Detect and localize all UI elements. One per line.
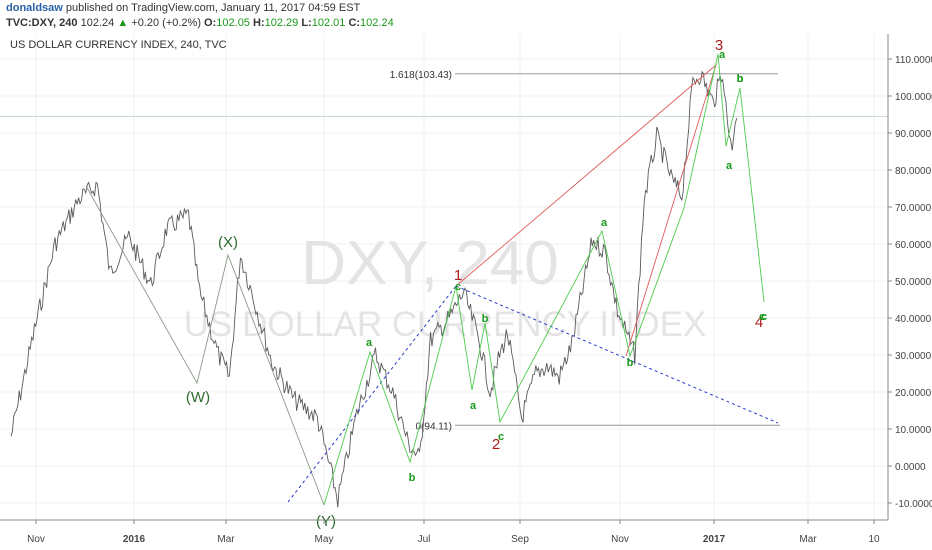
ticker-label: TVC:DXY, 240	[6, 17, 78, 29]
high-label: H:	[253, 17, 265, 29]
wave-label: 3	[715, 37, 723, 54]
price-tick-label: 90.0000	[895, 129, 932, 140]
wave-label: b	[482, 313, 489, 325]
price-chart[interactable]: DXY, 240 US DOLLAR CURRENCY INDEX US DOL…	[0, 34, 932, 550]
price-tick-label: 20.0000	[895, 388, 932, 399]
time-tick-label: Mar	[799, 534, 817, 545]
price-tick-label: 80.0000	[895, 166, 932, 177]
grid	[0, 34, 888, 520]
wave-label: c	[455, 281, 461, 293]
price-tick-label: -10.0000	[895, 499, 932, 510]
price-tick-label: 50.0000	[895, 277, 932, 288]
close-value: 102.24	[360, 17, 394, 29]
chart-header: donaldsaw published on TradingView.com, …	[0, 0, 932, 34]
wave-label: b	[737, 73, 744, 85]
wave-drawings	[85, 53, 779, 506]
fib-level-label: 0(94.11)	[415, 421, 452, 432]
price-tick-label: 110.0000	[895, 55, 932, 66]
wave-label: c	[759, 311, 765, 323]
last-price: 102.24	[80, 17, 115, 29]
wave-label: b	[409, 472, 416, 484]
price-tick-label: 60.0000	[895, 240, 932, 251]
price-line	[10, 70, 738, 508]
time-tick-label: Sep	[511, 534, 529, 545]
price-tick-label: 70.0000	[895, 203, 932, 214]
wave-label: (Y)	[316, 513, 336, 530]
time-tick-label: Jul	[418, 534, 431, 545]
wave-label: (X)	[218, 234, 238, 251]
wave-label: 1	[454, 267, 462, 284]
price-tick-label: 10.0000	[895, 425, 932, 436]
time-tick-label: 2017	[703, 534, 726, 545]
time-tick-label: 10	[868, 534, 880, 545]
wave-label: (W)	[186, 389, 210, 406]
wave-label: b	[627, 357, 634, 369]
low-value: 102.01	[311, 17, 346, 29]
time-tick-label: Nov	[27, 534, 45, 545]
open-label: O:	[204, 17, 217, 29]
time-tick-label: Nov	[611, 534, 629, 545]
time-tick-label: May	[315, 534, 334, 545]
wave-label: a	[366, 337, 373, 349]
time-tick-label: 2016	[123, 534, 146, 545]
up-triangle-icon: ▲	[117, 17, 129, 29]
time-axis[interactable]: Nov 2016 Mar May Jul Sep Nov 2017 Mar 10	[27, 520, 880, 545]
high-value: 102.29	[264, 17, 299, 29]
wave-label: a	[470, 400, 477, 412]
price-tick-label: 0.0000	[895, 462, 926, 473]
close-label: C:	[348, 17, 361, 29]
abc-wave-lines	[323, 53, 765, 506]
wave-label: 2	[492, 436, 500, 453]
wave-label: a	[719, 49, 726, 61]
wave-label: c	[761, 311, 767, 323]
published-text: published on TradingView.com, January 11…	[65, 2, 361, 14]
author-link[interactable]: donaldsaw	[6, 2, 63, 14]
wave-labels: (X)(W)(Y)12345abcabcababcabc	[186, 34, 784, 530]
time-tick-label: Mar	[217, 534, 235, 545]
fib-level-label: 1.618(103.43)	[390, 70, 452, 81]
open-value: 102.05	[216, 17, 250, 29]
lower-trendline	[287, 285, 457, 503]
publish-line: donaldsaw published on TradingView.com, …	[6, 2, 360, 14]
price-axis[interactable]: 110.0000 100.0000 90.0000 80.0000 70.0000 60.…	[888, 55, 932, 510]
wave-label: 5	[776, 34, 784, 38]
price-tick-label: 100.0000	[895, 92, 932, 103]
wave-label: a	[601, 217, 608, 229]
wxy-wave-lines	[85, 185, 325, 506]
price-tick-label: 30.0000	[895, 351, 932, 362]
wave-label: c	[498, 431, 504, 443]
price-series	[10, 70, 738, 508]
low-label: L:	[301, 17, 312, 29]
watermark-symbol: DXY, 240	[301, 229, 558, 298]
fib-levels: 1.618(103.43) 0(94.11)	[390, 70, 780, 432]
price-change: +0.20 (+0.2%)	[131, 17, 201, 29]
wave-label: a	[726, 160, 733, 172]
chart-title: US DOLLAR CURRENCY INDEX, 240, TVC	[10, 39, 227, 51]
quote-line: TVC:DXY, 240 102.24 ▲ +0.20 (+0.2%) O:10…	[6, 17, 394, 29]
wave-label: b	[737, 73, 744, 85]
price-tick-label: 40.0000	[895, 314, 932, 325]
wave-label: 4	[755, 314, 763, 331]
upper-trendline	[455, 285, 779, 424]
